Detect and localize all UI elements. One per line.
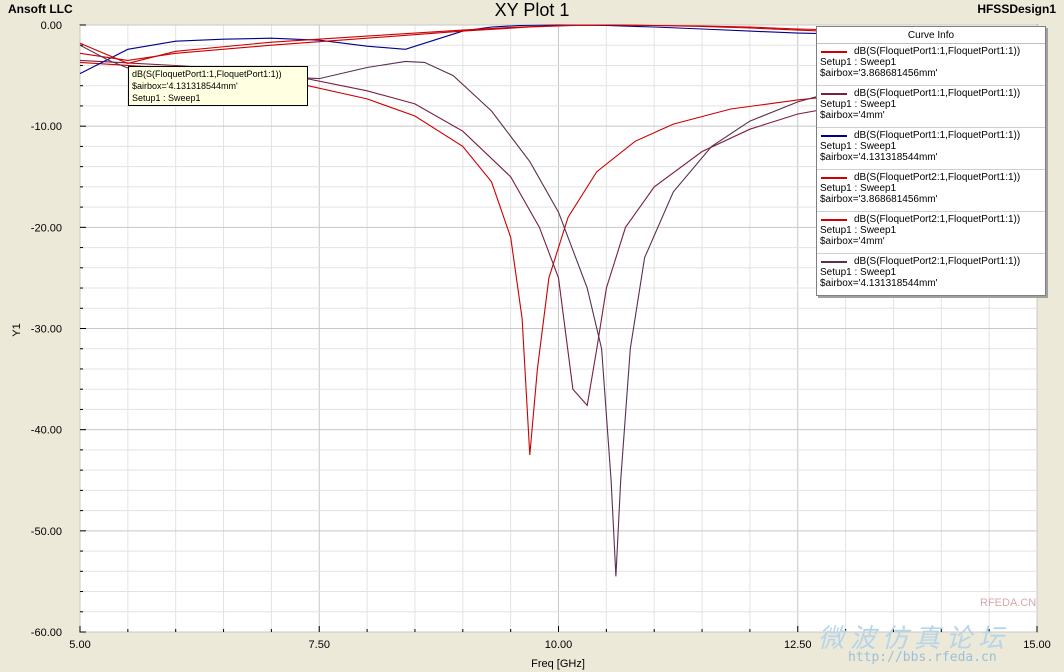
y-tick-label: -60.00 xyxy=(31,627,62,639)
legend-setup: Setup1 : Sweep1 xyxy=(820,183,897,194)
tooltip-line: dB(S(FloquetPort1:1,FloquetPort1:1)) xyxy=(132,69,282,79)
legend-setup: Setup1 : Sweep1 xyxy=(820,141,897,152)
legend-entry[interactable]: dB(S(FloquetPort2:1,FloquetPort1:1)) Set… xyxy=(817,254,1045,296)
legend-param: $airbox='4mm' xyxy=(820,236,885,247)
legend-param: $airbox='3.868681456mm' xyxy=(820,68,938,79)
x-tick-label: 10.00 xyxy=(545,639,573,651)
series-line-1 xyxy=(79,61,904,456)
legend-entry[interactable]: dB(S(FloquetPort2:1,FloquetPort1:1)) Set… xyxy=(817,212,1045,254)
legend-curve-name: dB(S(FloquetPort1:1,FloquetPort1:1)) xyxy=(854,46,1021,57)
legend-setup: Setup1 : Sweep1 xyxy=(820,57,897,68)
company-label: Ansoft LLC xyxy=(8,2,73,16)
legend-entry[interactable]: dB(S(FloquetPort2:1,FloquetPort1:1)) Set… xyxy=(817,170,1045,212)
axis-layer: 5.00 7.50 10.00 12.50 15.00 0.00 -10.00 -20.00 -… xyxy=(31,20,1051,651)
legend-setup: Setup1 : Sweep1 xyxy=(820,99,897,110)
legend-curve-name: dB(S(FloquetPort1:1,FloquetPort1:1)) xyxy=(854,130,1021,141)
series-line-5 xyxy=(79,24,904,61)
legend-curve-name: dB(S(FloquetPort2:1,FloquetPort1:1)) xyxy=(854,172,1021,183)
legend-swatch xyxy=(821,51,847,53)
plot-title: XY Plot 1 xyxy=(494,0,570,20)
y-axis-label: Y1 xyxy=(11,323,23,336)
legend-setup: Setup1 : Sweep1 xyxy=(820,225,897,236)
series-line-2 xyxy=(79,59,904,407)
x-tick-label: 7.50 xyxy=(309,639,330,651)
y-tick-label: 0.00 xyxy=(41,20,62,32)
y-tick-label: -50.00 xyxy=(31,526,62,538)
x-tick-label: 15.00 xyxy=(1023,639,1051,651)
legend-param: $airbox='4.131318544mm' xyxy=(820,278,938,289)
y-tick-label: -30.00 xyxy=(31,324,62,336)
watermark-text: 微波仿真论坛 xyxy=(818,624,1011,654)
tooltip-line: Setup1 : Sweep1 xyxy=(132,93,201,103)
legend-swatch xyxy=(821,177,847,179)
legend-swatch xyxy=(821,93,847,95)
x-tick-label: 5.00 xyxy=(69,639,90,651)
legend-entry[interactable]: dB(S(FloquetPort1:1,FloquetPort1:1)) Set… xyxy=(817,44,1045,86)
legend-curve-name: dB(S(FloquetPort1:1,FloquetPort1:1)) xyxy=(854,88,1021,99)
design-name-label: HFSSDesign1 xyxy=(977,2,1056,16)
legend-setup: Setup1 : Sweep1 xyxy=(820,267,897,278)
x-axis-label: Freq [GHz] xyxy=(531,658,585,670)
legend-param: $airbox='4.131318544mm' xyxy=(820,152,938,163)
legend-swatch xyxy=(821,261,847,263)
watermark-small-text: RFEDA.CN xyxy=(980,597,1037,609)
curve-tooltip: dB(S(FloquetPort1:1,FloquetPort1:1)) $ai… xyxy=(128,66,308,106)
legend-swatch xyxy=(821,135,847,137)
series-layer xyxy=(79,24,904,577)
legend-curve-name: dB(S(FloquetPort2:1,FloquetPort1:1)) xyxy=(854,256,1021,267)
y-tick-label: -40.00 xyxy=(31,425,62,437)
curve-info-legend[interactable]: Curve Info dB(S(FloquetPort1:1,FloquetPo… xyxy=(816,26,1046,296)
tooltip-line: $airbox='4.131318544mm' xyxy=(132,81,238,91)
legend-swatch xyxy=(821,219,847,221)
legend-param: $airbox='3.868681456mm' xyxy=(820,194,938,205)
y-tick-label: -20.00 xyxy=(31,222,62,234)
legend-entry[interactable]: dB(S(FloquetPort1:1,FloquetPort1:1)) Set… xyxy=(817,86,1045,128)
watermark-url: http://bbs.rfeda.cn xyxy=(848,650,997,665)
legend-title: Curve Info xyxy=(817,27,1045,44)
legend-curve-name: dB(S(FloquetPort2:1,FloquetPort1:1)) xyxy=(854,214,1021,225)
y-tick-label: -10.00 xyxy=(31,121,62,133)
x-tick-label: 12.50 xyxy=(784,639,812,651)
legend-entry[interactable]: dB(S(FloquetPort1:1,FloquetPort1:1)) Set… xyxy=(817,128,1045,170)
legend-param: $airbox='4mm' xyxy=(820,110,885,121)
